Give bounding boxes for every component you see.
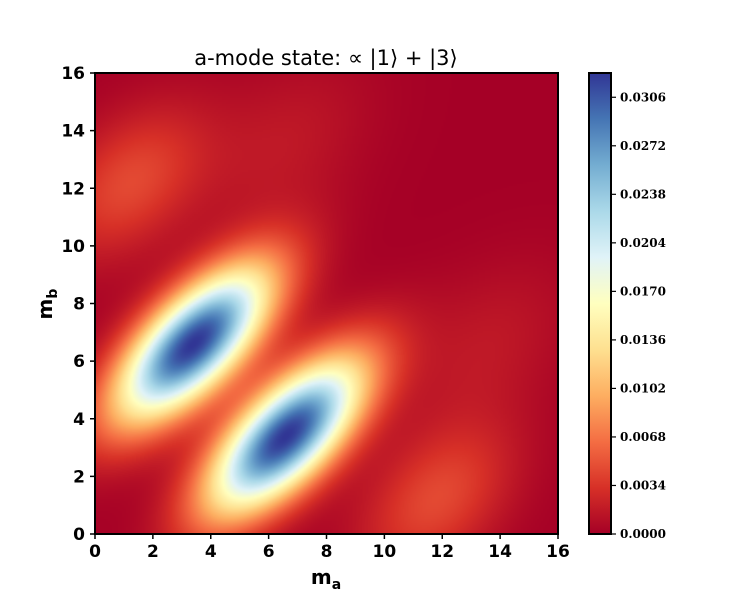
x-tick-label: 14 — [488, 542, 512, 562]
y-tick-label: 10 — [61, 237, 85, 257]
x-axis-title: ma — [311, 565, 341, 593]
y-tick-label: 6 — [73, 352, 85, 372]
x-tick-label: 10 — [373, 542, 397, 562]
colorbar-tick-label: 0.0000 — [620, 527, 666, 541]
colorbar-tick-label: 0.0136 — [620, 333, 666, 347]
x-tick-label: 0 — [89, 542, 101, 562]
x-tick-label: 2 — [147, 542, 159, 562]
x-axis: 0 2 4 6 8 10 12 14 16 — [89, 534, 570, 562]
colorbar-tick-label: 0.0204 — [620, 236, 666, 250]
heatmap — [95, 73, 558, 534]
y-tick-label: 16 — [61, 64, 85, 84]
colorbar-ticks: 0.0000 0.0034 0.0068 0.0102 0.0136 0.0170 0.02… — [611, 90, 666, 541]
colorbar-tick-label: 0.0272 — [620, 139, 666, 153]
x-tick-label: 6 — [263, 542, 275, 562]
colorbar — [588, 72, 612, 535]
x-tick-label: 16 — [546, 542, 570, 562]
x-tick-label: 12 — [430, 542, 454, 562]
colorbar-tick-label: 0.0068 — [620, 430, 666, 444]
y-axis-title: mb — [33, 289, 61, 320]
x-tick-label: 4 — [205, 542, 217, 562]
chart-title: a-mode state: ∝ |1⟩ + |3⟩ — [194, 46, 458, 71]
x-tick-label: 8 — [321, 542, 333, 562]
y-tick-label: 2 — [73, 467, 85, 487]
colorbar-tick-label: 0.0102 — [620, 381, 666, 395]
colorbar-tick-label: 0.0306 — [620, 90, 666, 104]
colorbar-tick-label: 0.0170 — [620, 284, 666, 298]
y-tick-label: 12 — [61, 179, 85, 199]
colorbar-tick-label: 0.0238 — [620, 187, 666, 201]
colorbar-tick-label: 0.0034 — [620, 478, 666, 492]
y-tick-label: 4 — [73, 410, 85, 430]
y-tick-label: 8 — [73, 295, 85, 315]
y-axis: 0 2 4 6 8 10 12 14 16 — [61, 64, 95, 545]
y-tick-label: 14 — [61, 122, 85, 142]
y-tick-label: 0 — [73, 525, 85, 545]
